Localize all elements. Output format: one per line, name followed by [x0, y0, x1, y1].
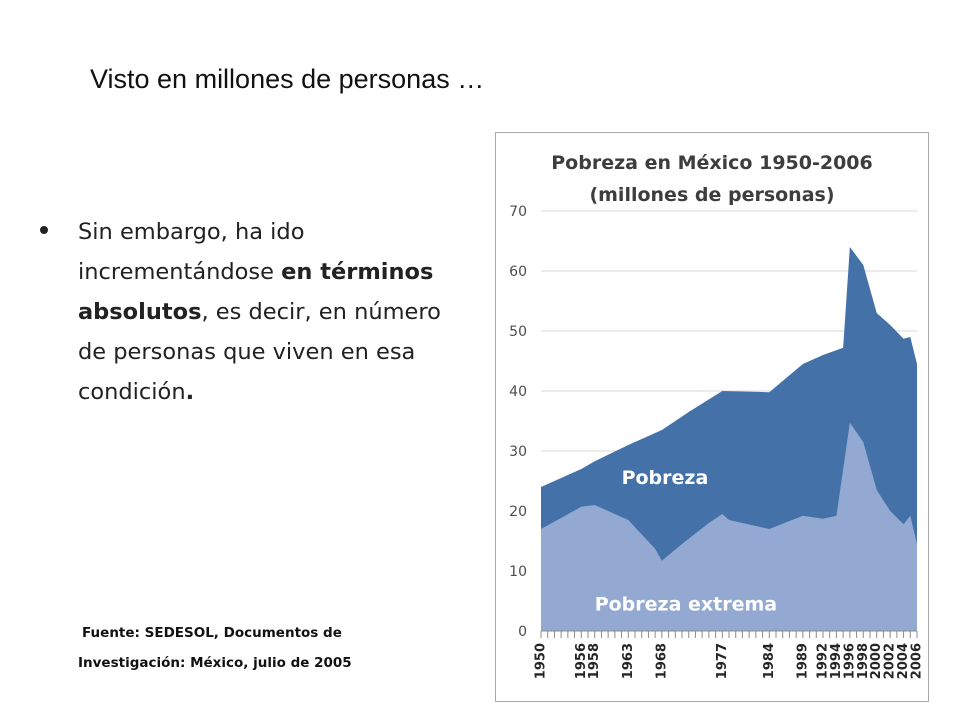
chart-series-labels: Pobreza Pobreza extrema	[595, 467, 777, 616]
x-tick-label: 1989	[795, 643, 810, 679]
chart-title: Pobreza en México 1950-2006	[551, 152, 873, 174]
x-tick-label: 1950	[534, 643, 549, 679]
y-tick-label: 30	[509, 444, 527, 460]
x-tick-label: 2000	[869, 643, 884, 679]
x-tick-label: 1977	[715, 643, 730, 679]
chart-frame: 0 10 20 30 40 50 60 70 1950 1956 1958 1963 1968 1977 1…	[495, 132, 929, 702]
slide-title: Visto en millones de personas …	[90, 64, 485, 94]
bullet-icon	[40, 226, 48, 234]
x-tick-label: 1956	[574, 643, 589, 679]
source-line-1: Fuente: SEDESOL, Documentos de	[82, 625, 342, 641]
bullet-text: Sin embargo, ha ido incrementándose en t…	[78, 212, 448, 412]
series-label: Pobreza	[622, 467, 709, 489]
bullet-text-bold: en términos absolutos	[78, 259, 434, 325]
chart-subtitle: (millones de personas)	[589, 184, 834, 206]
bullet-text-period: .	[185, 379, 195, 405]
x-tick-label: 1958	[587, 643, 602, 679]
y-tick-label: 70	[509, 204, 527, 220]
x-tick-label: 1994	[829, 643, 844, 679]
x-tick-label: 1996	[842, 643, 857, 679]
x-tick-label: 1992	[816, 643, 831, 679]
chart-areas	[541, 247, 917, 631]
y-tick-label: 10	[509, 564, 527, 580]
y-tick-label: 60	[509, 264, 527, 280]
y-tick-label: 40	[509, 384, 527, 400]
x-tick-label: 2006	[910, 643, 925, 679]
series-label: Pobreza extrema	[595, 594, 777, 616]
x-tick-label: 1998	[856, 643, 871, 679]
y-tick-label: 0	[518, 624, 527, 640]
bullet-text-part-1: Sin embargo, ha ido incrementándose	[78, 219, 305, 285]
source-line-2: Investigación: México, julio de 2005	[78, 655, 352, 671]
bullet-text-part-2: , es decir, en número de personas que vi…	[78, 299, 441, 405]
x-tick-label: 2002	[883, 643, 898, 679]
area-pobreza-extrema	[541, 422, 917, 631]
x-tick-label: 1963	[621, 643, 636, 679]
source-note: Fuente: SEDESOL, Documentos de Investiga…	[78, 618, 352, 678]
y-tick-label: 50	[509, 324, 527, 340]
y-tick-label: 20	[509, 504, 527, 520]
x-tick-label: 1968	[654, 643, 669, 679]
x-tick-label: 1984	[762, 643, 777, 679]
x-tick-label: 2004	[896, 643, 911, 679]
